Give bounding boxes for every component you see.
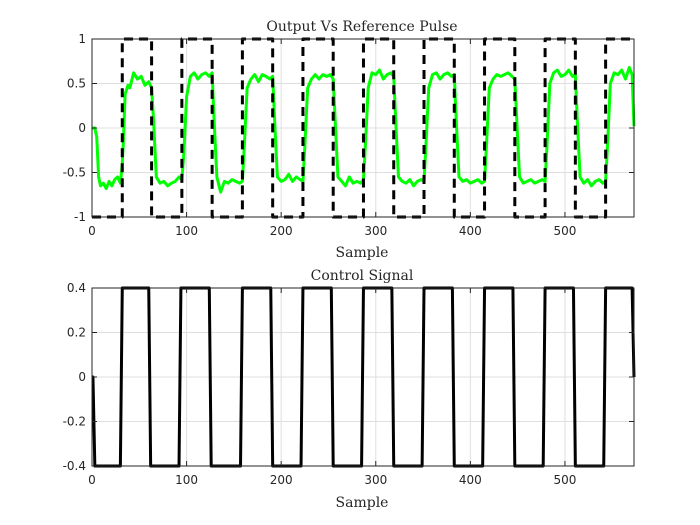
x-tick-label: 100 (175, 473, 198, 487)
output-vs-reference-panel: Output Vs Reference Pulse 0 100 200 300 400 5… (63, 19, 636, 261)
output-chart-xlabel: Sample (336, 245, 389, 261)
x-tick-label: 0 (88, 473, 96, 487)
y-tick-label: 0.5 (67, 77, 86, 91)
x-tick-label: 300 (364, 473, 387, 487)
y-tick-label: -0.5 (63, 166, 86, 180)
x-tick-label: 500 (553, 224, 576, 238)
x-tick-label: 200 (270, 473, 293, 487)
x-tick-label: 500 (553, 473, 576, 487)
control-chart-title: Control Signal (311, 268, 414, 284)
output-line (92, 65, 636, 194)
x-tick-label: 100 (175, 224, 198, 238)
control-chart-xlabel: Sample (336, 495, 389, 511)
x-tick-label: 300 (364, 224, 387, 238)
y-tick-label: 1 (78, 32, 86, 46)
y-tick-label: 0.4 (67, 281, 86, 295)
y-tick-label: 0 (78, 121, 86, 135)
x-tick-label: 400 (459, 224, 482, 238)
x-tick-label: 200 (270, 224, 293, 238)
y-tick-label: -0.2 (63, 415, 86, 429)
reference-pulse-line (92, 37, 634, 219)
y-tick-label: -0.4 (63, 459, 86, 473)
x-tick-label: 0 (88, 224, 96, 238)
control-signal-panel: Control Signal 0 100 200 300 400 500 -0.4 -0.2 0… (63, 268, 636, 511)
output-chart-title: Output Vs Reference Pulse (266, 19, 457, 35)
y-tick-label: 0 (78, 370, 86, 384)
y-tick-label: 0.2 (67, 326, 86, 340)
y-tick-label: -1 (74, 210, 86, 224)
x-tick-label: 400 (459, 473, 482, 487)
